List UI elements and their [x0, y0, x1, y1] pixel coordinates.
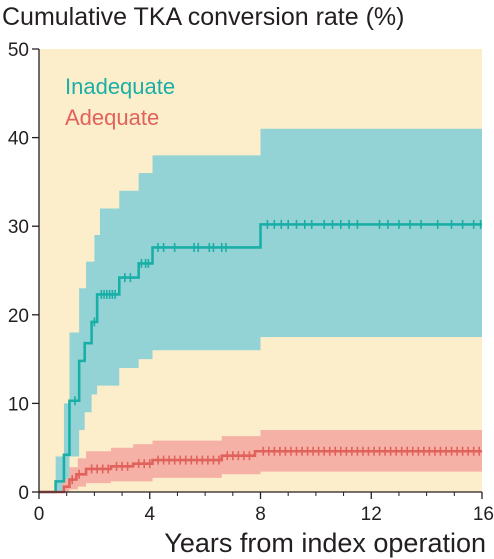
ci-band-inadequate: [39, 128, 482, 493]
x-axis-title: Years from index operation: [164, 528, 486, 558]
survival-lines: [39, 223, 482, 494]
x-tick-label: 12: [361, 504, 382, 525]
x-tick-label: 8: [255, 504, 266, 525]
survival-line-adequate: [39, 449, 482, 494]
y-tick-label: 20: [8, 306, 29, 327]
ci-band-adequate: [39, 429, 482, 492]
axes: 0 10 20 30 40 50 0 4 8 12 16: [8, 40, 494, 525]
legend: Inadequate Adequate: [65, 74, 175, 130]
censor-marks: [71, 219, 482, 485]
legend-label-inadequate: Inadequate: [65, 74, 175, 99]
x-tick-label: 0: [34, 504, 45, 525]
survival-line-inadequate: [39, 223, 482, 494]
confidence-bands: [39, 128, 482, 493]
y-tick-label: 0: [18, 483, 29, 504]
legend-label-adequate: Adequate: [65, 105, 159, 130]
y-tick-label: 40: [8, 129, 29, 150]
y-tick-label: 30: [8, 217, 29, 238]
x-tick-label: 16: [473, 504, 494, 525]
x-tick-label: 4: [144, 504, 155, 525]
y-tick-label: 50: [8, 40, 29, 61]
y-axis-title: Cumulative TKA conversion rate (%): [2, 3, 404, 31]
y-tick-label: 10: [8, 394, 29, 415]
